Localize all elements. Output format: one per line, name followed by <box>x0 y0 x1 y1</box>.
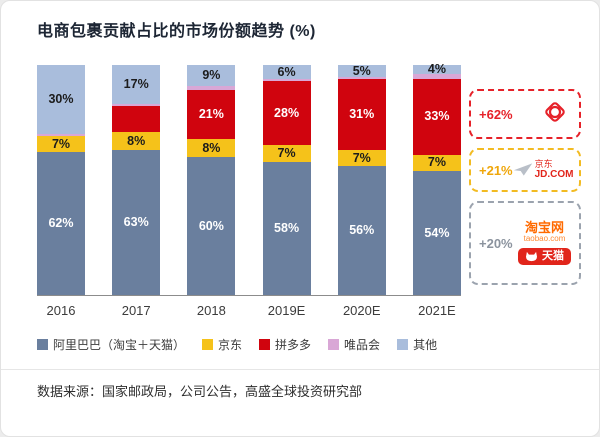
legend-label: 京东 <box>218 338 243 352</box>
bar-segment: 33% <box>412 78 461 155</box>
bar-segment <box>112 104 161 107</box>
taobao-name-label: 淘宝网 <box>524 219 564 235</box>
bar-segment: 21% <box>187 90 236 139</box>
bar-2018: 9% 21% 8% 60% <box>187 65 236 295</box>
bar-2017: 17% 8% 63% <box>112 65 161 295</box>
legend-item: 京东 <box>202 336 242 353</box>
bar-segment: 54% <box>412 170 461 295</box>
jd-logo-icon: 京东 JD.COM <box>513 158 574 181</box>
legend-label: 阿里巴巴（淘宝＋天猫） <box>53 338 186 352</box>
bar-segment: 7% <box>262 145 311 162</box>
legend-swatch <box>37 339 48 350</box>
x-label-2020E: 2020E <box>342 303 381 318</box>
jd-growth-value: +21% <box>479 162 513 178</box>
source-note: 数据来源：国家邮政局，公司公告，高盛全球投资研究部 <box>1 369 599 400</box>
jd-cn-label: 京东 <box>534 158 553 169</box>
chart-title: 电商包裹贡献占比的市场份额趋势 (%) <box>37 23 316 40</box>
bar-segment: 4% <box>412 63 461 75</box>
legend-swatch <box>202 339 214 350</box>
bar-segment <box>37 134 85 137</box>
legend-label: 拼多多 <box>275 338 312 352</box>
bar-segment <box>412 74 461 79</box>
bar-2020E: 5% 31% 7% 56% <box>337 64 386 295</box>
bar-segment: 31% <box>337 78 386 151</box>
legend-item: 其他 <box>397 336 437 353</box>
legend-swatch <box>259 339 271 350</box>
bar-segment: 6% <box>262 65 311 79</box>
taobao-domain-label: taobao.com <box>523 233 566 243</box>
bar-segment: 30% <box>37 65 85 134</box>
bar-segment: 8% <box>112 131 161 151</box>
bar-segment: 56% <box>337 166 386 295</box>
x-label-2019E: 2019E <box>267 303 306 318</box>
bar-segment <box>337 76 386 79</box>
plot-area: 30% 7% 62% 17% 8% 63% 9% 21% 8% 60% 6% 28% 7% 58% 5% 31… <box>37 63 461 318</box>
bar-segment: 7% <box>37 136 85 153</box>
paper-plane-icon <box>513 163 532 177</box>
bar-segment: 9% <box>187 65 236 86</box>
jd-growth-box: +21% 京东 JD.COM <box>469 148 581 192</box>
pinduoduo-logo-icon <box>539 96 571 133</box>
cat-head-icon <box>526 251 537 262</box>
bar-segment <box>262 78 311 82</box>
taobao-tmall-growth-box: +20% 淘宝网 taobao.com 天猫 <box>469 201 581 285</box>
bar-segment: 17% <box>112 65 161 105</box>
bar-segment: 62% <box>37 152 85 295</box>
taobao-growth-value: +20% <box>479 235 513 251</box>
x-label-2018: 2018 <box>196 303 226 318</box>
bar-segment <box>112 106 161 132</box>
x-label-2017: 2017 <box>121 303 151 318</box>
bar-segment <box>187 85 236 91</box>
pdd-growth-value: +62% <box>479 106 513 122</box>
x-axis-labels: 2016 2017 2018 2019E 2020E 2021E <box>37 303 461 318</box>
growth-annotations: +62% +21% 京东 <box>469 89 581 318</box>
legend-item: 拼多多 <box>259 336 311 353</box>
bar-segment: 8% <box>187 138 236 157</box>
bar-segment: 60% <box>187 156 236 295</box>
bars: 30% 7% 62% 17% 8% 63% 9% 21% 8% 60% 6% 28% 7% 58% 5% 31… <box>37 63 461 296</box>
legend-swatch <box>397 339 409 350</box>
bar-segment: 5% <box>337 64 386 77</box>
legend-swatch <box>328 339 340 350</box>
bar-2016: 30% 7% 62% <box>37 65 85 295</box>
legend-item: 阿里巴巴（淘宝＋天猫） <box>37 336 185 353</box>
x-label-2021E: 2021E <box>418 303 456 318</box>
bar-segment: 28% <box>262 81 311 146</box>
bar-segment: 63% <box>112 150 161 295</box>
tmall-name-label: 天猫 <box>542 250 564 263</box>
bar-segment: 7% <box>412 154 461 171</box>
x-label-2016: 2016 <box>46 303 76 318</box>
legend-label: 唯品会 <box>344 338 381 352</box>
bar-2021E: 4% 33% 7% 54% <box>412 63 461 295</box>
taobao-logo-icon: 淘宝网 taobao.com <box>524 221 566 243</box>
legend: 阿里巴巴（淘宝＋天猫） 京东 拼多多 唯品会 其他 <box>37 336 579 353</box>
legend-label: 其他 <box>413 338 438 352</box>
bar-segment: 7% <box>337 150 386 167</box>
pdd-growth-box: +62% <box>469 89 581 139</box>
legend-item: 唯品会 <box>328 336 380 353</box>
chart-row: 30% 7% 62% 17% 8% 63% 9% 21% 8% 60% 6% 28% 7% 58% 5% 31… <box>37 63 581 318</box>
bar-segment: 58% <box>262 161 311 295</box>
jd-domain-label: JD.COM <box>534 169 574 181</box>
tmall-logo-icon: 天猫 <box>518 248 571 266</box>
bar-2019E: 6% 28% 7% 58% <box>262 65 311 295</box>
